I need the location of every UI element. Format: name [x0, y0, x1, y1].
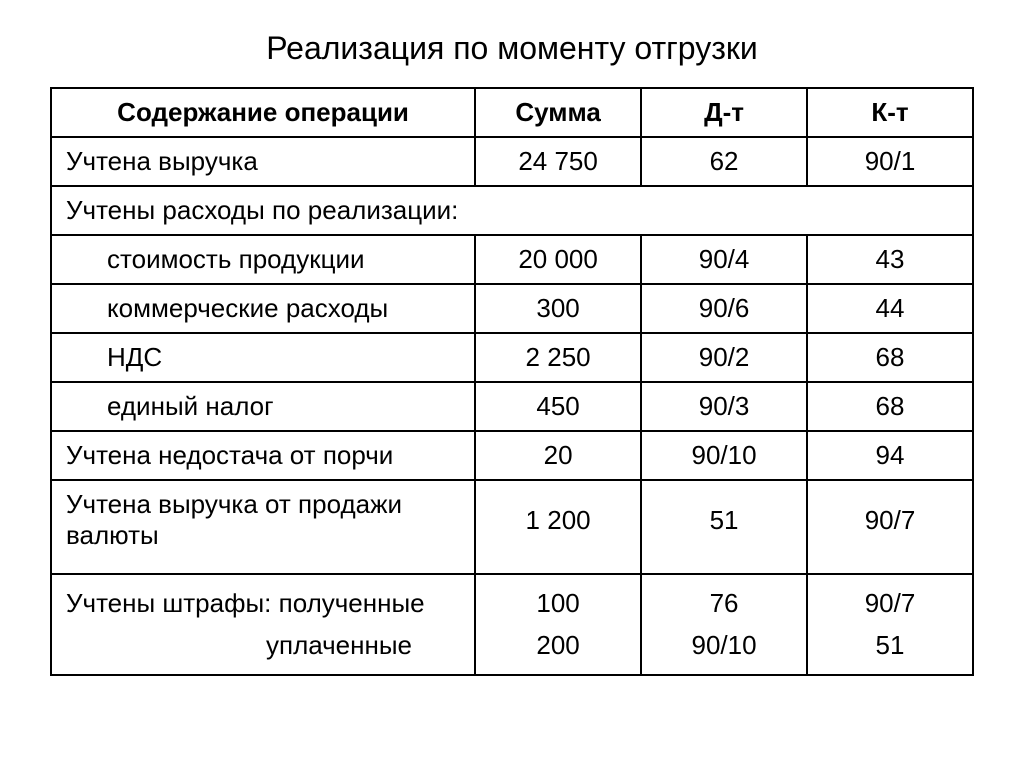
cell-sum: 2 250	[475, 333, 641, 382]
table-row: Учтена выручка от продажи валюты1 200519…	[51, 480, 973, 574]
cell-debit: 90/10	[641, 431, 807, 480]
table-row: Учтена выручка24 7506290/1	[51, 137, 973, 186]
cell-credit: 90/751	[807, 574, 973, 675]
table-row: стоимость продукции20 00090/443	[51, 235, 973, 284]
page-title: Реализация по моменту отгрузки	[50, 30, 974, 67]
table-row: коммерческие расходы30090/644	[51, 284, 973, 333]
table-row: Учтены расходы по реализации:	[51, 186, 973, 235]
cell-credit: 68	[807, 382, 973, 431]
cell-operation: Учтены расходы по реализации:	[51, 186, 973, 235]
table-row: НДС2 25090/268	[51, 333, 973, 382]
cell-sum: 450	[475, 382, 641, 431]
col-header-credit: К-т	[807, 88, 973, 137]
table-row: Учтены штрафы: полученныеуплаченные10020…	[51, 574, 973, 675]
cell-operation: коммерческие расходы	[51, 284, 475, 333]
cell-operation: Учтены штрафы: полученныеуплаченные	[51, 574, 475, 675]
cell-sum: 24 750	[475, 137, 641, 186]
cell-operation: НДС	[51, 333, 475, 382]
cell-operation: Учтена недостача от порчи	[51, 431, 475, 480]
cell-debit: 90/3	[641, 382, 807, 431]
cell-credit: 90/7	[807, 480, 973, 574]
cell-operation: Учтена выручка от продажи валюты	[51, 480, 475, 574]
cell-sum: 1 200	[475, 480, 641, 574]
cell-credit: 94	[807, 431, 973, 480]
cell-sum: 20 000	[475, 235, 641, 284]
table-row: единый налог45090/368	[51, 382, 973, 431]
cell-debit: 62	[641, 137, 807, 186]
table-header-row: Содержание операции Сумма Д-т К-т	[51, 88, 973, 137]
table-row: Учтена недостача от порчи2090/1094	[51, 431, 973, 480]
col-header-operation: Содержание операции	[51, 88, 475, 137]
cell-debit: 90/2	[641, 333, 807, 382]
cell-debit: 90/6	[641, 284, 807, 333]
cell-credit: 44	[807, 284, 973, 333]
cell-sum: 20	[475, 431, 641, 480]
cell-credit: 90/1	[807, 137, 973, 186]
cell-credit: 43	[807, 235, 973, 284]
cell-sum: 100200	[475, 574, 641, 675]
cell-debit: 90/4	[641, 235, 807, 284]
cell-operation: единый налог	[51, 382, 475, 431]
cell-sum: 300	[475, 284, 641, 333]
col-header-sum: Сумма	[475, 88, 641, 137]
cell-operation: Учтена выручка	[51, 137, 475, 186]
cell-debit: 7690/10	[641, 574, 807, 675]
accounting-table: Содержание операции Сумма Д-т К-т Учтена…	[50, 87, 974, 676]
cell-debit: 51	[641, 480, 807, 574]
cell-credit: 68	[807, 333, 973, 382]
col-header-debit: Д-т	[641, 88, 807, 137]
cell-operation: стоимость продукции	[51, 235, 475, 284]
